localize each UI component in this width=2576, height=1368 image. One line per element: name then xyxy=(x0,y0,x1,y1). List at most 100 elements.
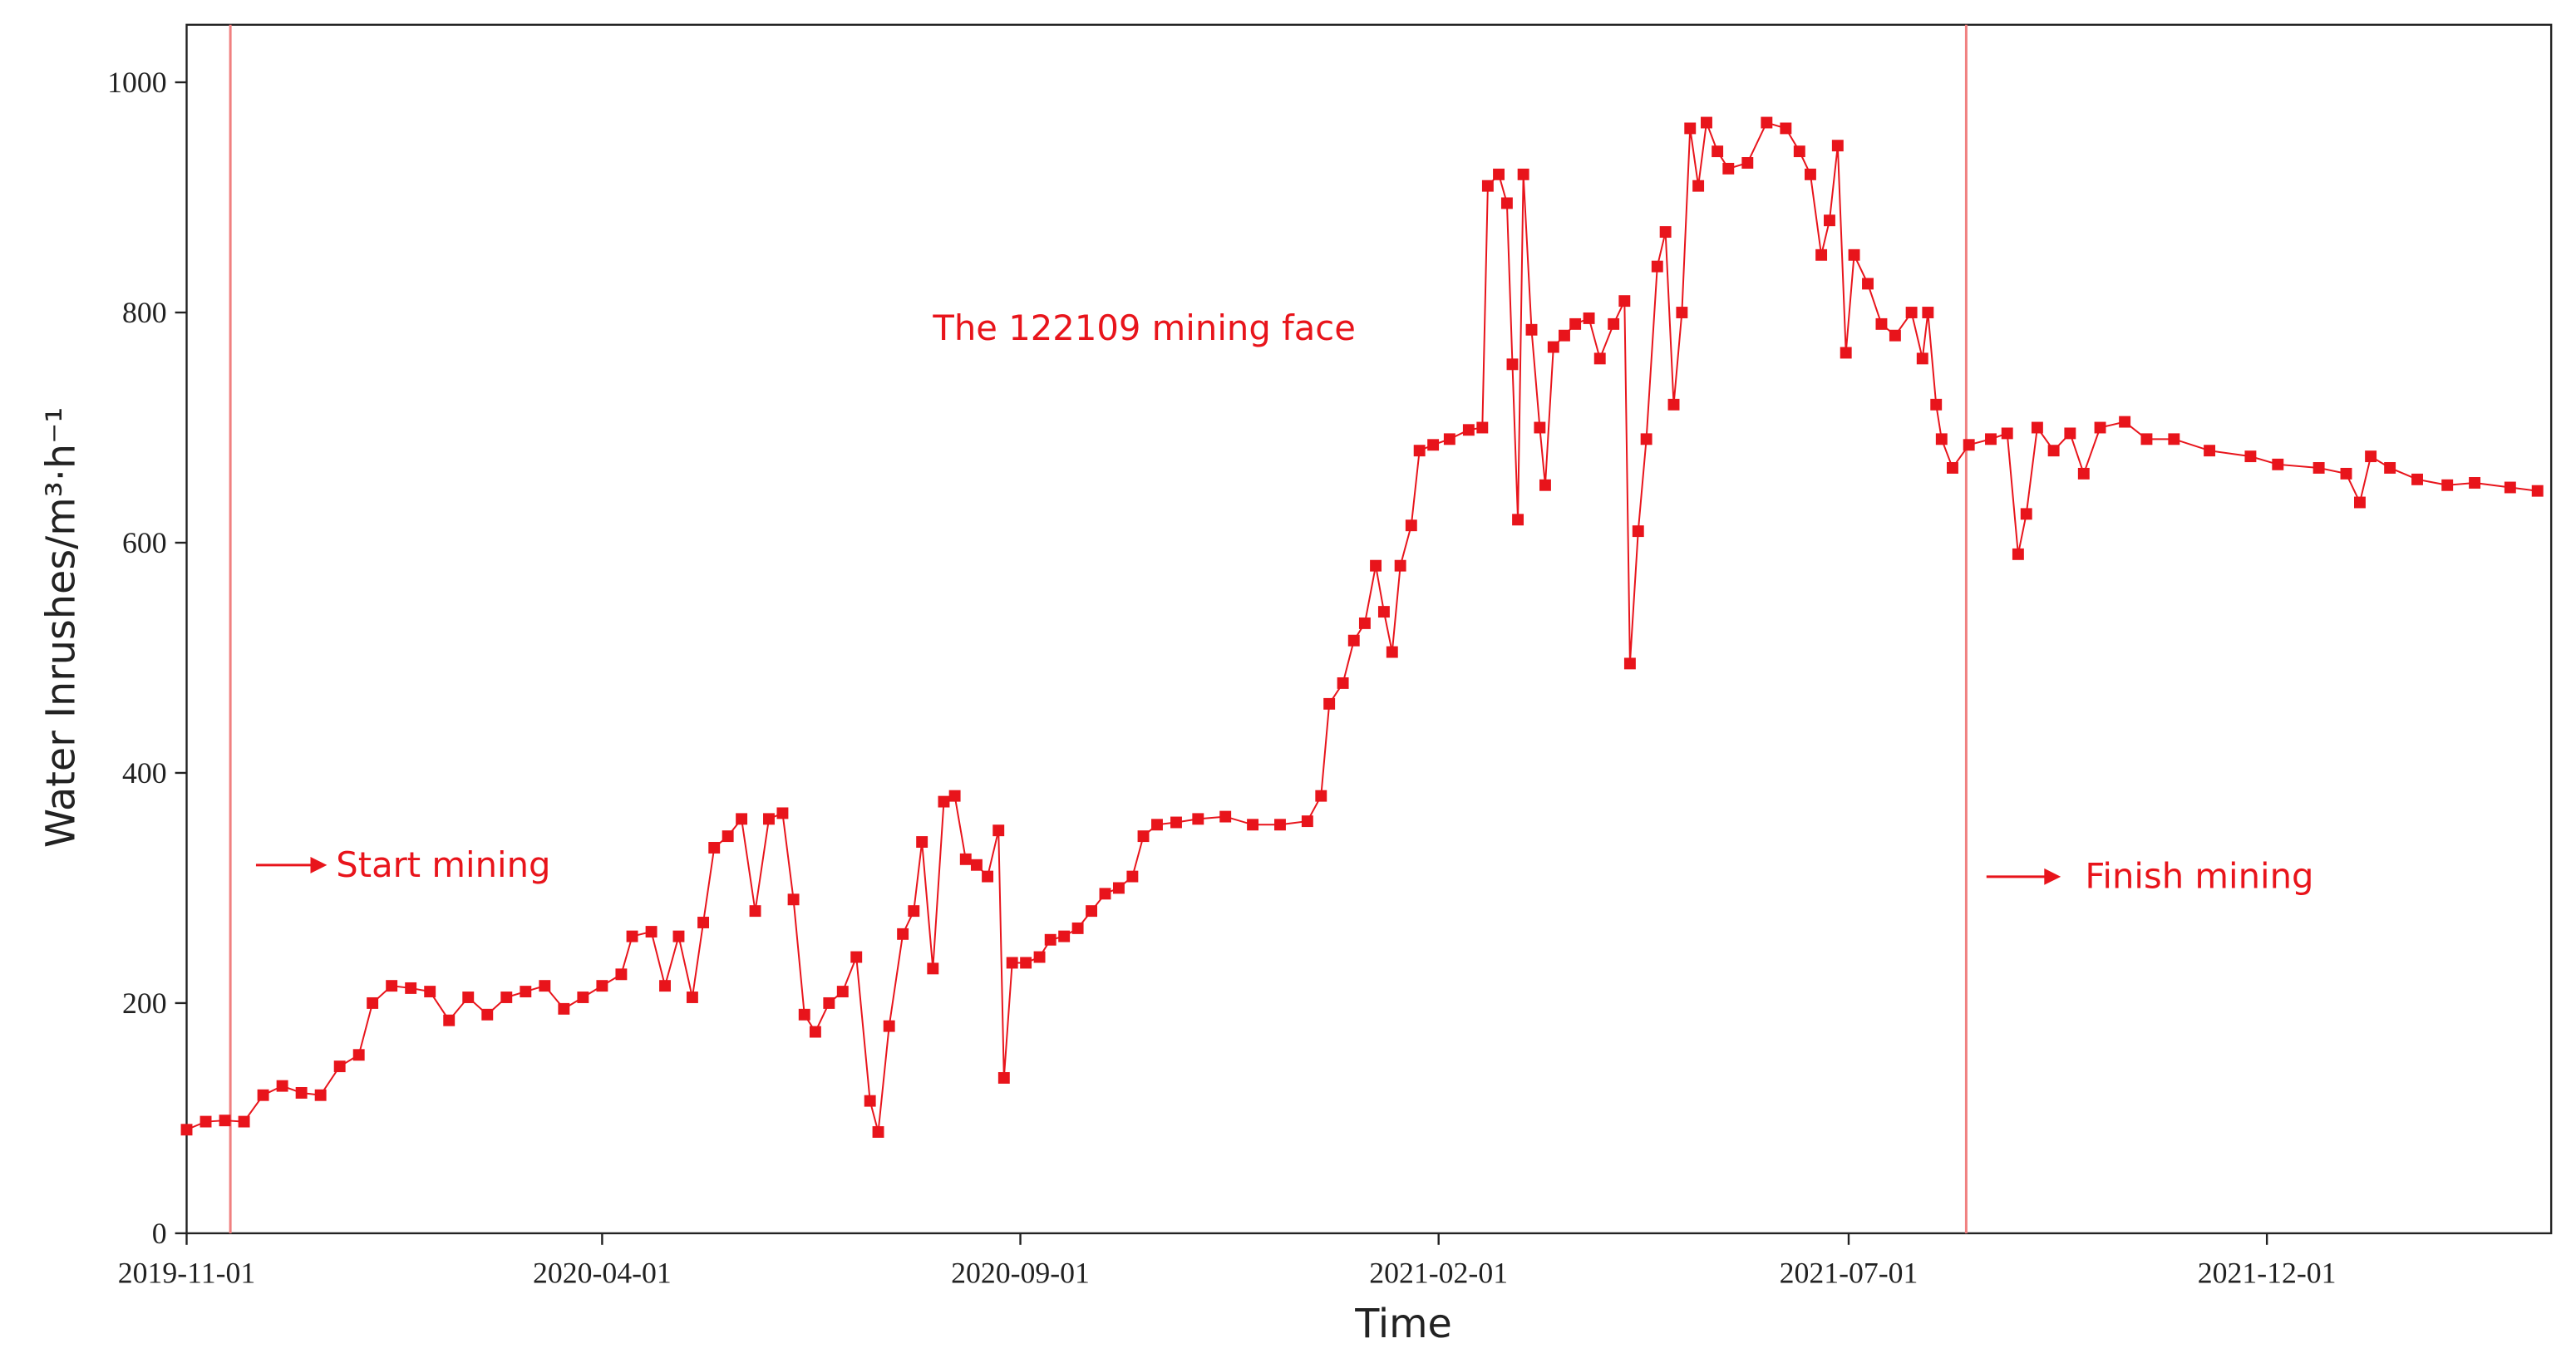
data-point xyxy=(1462,424,1475,436)
data-point xyxy=(1170,816,1182,829)
data-point xyxy=(295,1086,308,1099)
data-point xyxy=(645,926,658,938)
data-point xyxy=(749,905,761,918)
data-point xyxy=(596,980,608,992)
data-point xyxy=(2012,548,2024,560)
data-point xyxy=(927,962,939,975)
x-tick-label: 2021-07-01 xyxy=(1780,1256,1918,1289)
data-point xyxy=(2469,477,2481,489)
data-point xyxy=(798,1008,810,1021)
data-point xyxy=(1443,433,1455,445)
data-point xyxy=(1547,341,1559,353)
data-point xyxy=(672,930,685,942)
data-point xyxy=(462,992,475,1003)
data-point xyxy=(908,905,920,918)
data-point xyxy=(1875,317,1888,330)
data-point xyxy=(1692,180,1705,192)
data-point xyxy=(199,1115,212,1128)
data-point xyxy=(1476,421,1489,434)
x-tick-label: 2021-02-01 xyxy=(1369,1256,1508,1289)
x-tick-label: 2020-09-01 xyxy=(951,1256,1090,1289)
data-point xyxy=(2384,462,2396,474)
data-point xyxy=(1741,157,1754,169)
data-point xyxy=(959,853,972,865)
data-point xyxy=(1632,525,1644,538)
data-point xyxy=(883,1020,895,1032)
data-point xyxy=(1905,307,1918,318)
data-point xyxy=(1534,421,1546,434)
data-point xyxy=(2504,481,2516,494)
data-point xyxy=(1247,819,1259,831)
data-point xyxy=(1192,813,1204,825)
data-point xyxy=(1086,905,1097,918)
data-point xyxy=(1640,433,1652,445)
data-point xyxy=(2365,450,2377,463)
data-point xyxy=(1405,519,1417,532)
data-point xyxy=(1071,922,1084,934)
data-point xyxy=(697,917,710,928)
data-point xyxy=(1500,197,1513,209)
data-point xyxy=(1151,819,1163,831)
data-point xyxy=(626,930,638,942)
data-point xyxy=(1722,162,1735,175)
data-point xyxy=(850,951,863,963)
data-point xyxy=(1793,145,1805,158)
y-tick-label: 400 xyxy=(122,756,167,790)
data-point xyxy=(1539,479,1551,491)
data-point xyxy=(997,1071,1010,1084)
data-point xyxy=(1862,278,1874,290)
data-point xyxy=(2001,427,2013,440)
data-point xyxy=(1493,168,1505,180)
data-point xyxy=(2531,485,2544,497)
data-point xyxy=(938,795,950,808)
data-point xyxy=(1922,307,1934,318)
data-point xyxy=(2119,416,2131,428)
data-point xyxy=(1112,882,1125,894)
data-point xyxy=(1701,116,1712,129)
data-point xyxy=(736,813,748,825)
data-point xyxy=(1517,168,1529,180)
data-point xyxy=(1337,677,1349,689)
data-point xyxy=(1315,790,1327,802)
data-point xyxy=(1935,433,1948,445)
data-point xyxy=(836,986,849,998)
y-tick-label: 1000 xyxy=(107,66,167,99)
data-point xyxy=(2077,467,2090,480)
data-point xyxy=(2340,467,2352,480)
data-point xyxy=(424,986,436,998)
data-point xyxy=(2064,427,2076,440)
data-point xyxy=(314,1089,327,1101)
data-point xyxy=(1804,168,1816,180)
data-point xyxy=(1033,951,1046,963)
data-point xyxy=(481,1008,494,1021)
data-point xyxy=(686,992,698,1003)
data-point xyxy=(1347,634,1360,647)
data-point xyxy=(1137,830,1150,843)
data-point xyxy=(1930,398,1943,411)
data-point xyxy=(219,1115,231,1127)
data-point xyxy=(333,1060,346,1073)
arrow-head xyxy=(310,856,328,873)
data-point xyxy=(1608,317,1620,330)
data-point xyxy=(823,996,835,1009)
y-tick-label: 200 xyxy=(122,987,167,1020)
data-point xyxy=(238,1115,250,1128)
data-point xyxy=(2354,496,2366,509)
data-point xyxy=(500,992,513,1003)
data-point xyxy=(1848,249,1860,261)
data-point xyxy=(367,996,379,1009)
data-point xyxy=(982,870,994,883)
data-point xyxy=(763,813,775,825)
data-point xyxy=(539,980,551,992)
data-point xyxy=(443,1014,456,1026)
data-point xyxy=(722,830,734,843)
data-point xyxy=(2411,473,2423,485)
data-point xyxy=(558,1002,570,1015)
data-point xyxy=(2204,445,2216,457)
data-point xyxy=(2244,450,2257,463)
data-point xyxy=(970,859,983,871)
data-point xyxy=(1824,214,1835,227)
event-label: Start mining xyxy=(336,844,550,885)
data-point xyxy=(2047,445,2060,457)
